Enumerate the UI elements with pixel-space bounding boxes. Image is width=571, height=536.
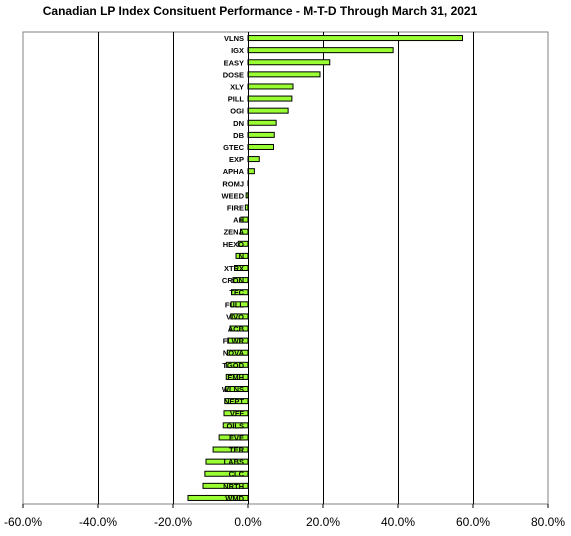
category-label: EASY [224,58,244,67]
x-tick-label: 20.0% [306,515,340,529]
bar [247,119,277,126]
bar [247,59,331,66]
category-label: WMD [225,494,244,503]
category-label: ROMJ [222,179,244,188]
category-label: CLC [229,470,245,479]
x-tick-label: 40.0% [381,515,415,529]
category-label: XLY [230,82,244,91]
category-label: LABS [224,458,244,467]
category-label: CRON [222,276,244,285]
category-label: EXP [229,155,244,164]
category-label: TGOD [222,361,244,370]
category-label: VIVO [226,312,244,321]
x-tick-label: -40.0% [79,515,117,529]
category-label: AH [233,216,244,225]
category-label: FLWR [223,337,245,346]
category-label: NOVA [223,349,245,358]
category-label: DB [233,131,244,140]
bar [247,131,275,138]
x-tick-label: -20.0% [154,515,192,529]
category-label: EMH [227,373,244,382]
category-label: WEED [222,191,245,200]
bar [247,47,394,54]
bar [247,156,260,163]
bar [247,95,293,102]
category-label: XTRX [224,264,244,273]
category-label: WLNS [222,385,244,394]
category-label: VLNS [224,34,244,43]
category-label: IGX [231,46,244,55]
category-label: N [239,252,244,261]
category-label: ACB [228,325,245,334]
category-label: FULL [225,300,245,309]
category-label: EVE [229,433,244,442]
x-tick-label: 80.0% [531,515,565,529]
category-label: ZENA [224,228,245,237]
bar [247,71,321,78]
bar [247,143,274,150]
category-label: NRTH [223,482,244,491]
bar [247,107,289,114]
category-label: APHA [223,167,245,176]
category-label: VFF [230,409,245,418]
category-label: NEPT [224,397,244,406]
bar [247,35,463,42]
category-label: TFC [229,288,244,297]
bar [247,83,294,90]
plot-area [22,31,549,505]
category-label: FIRE [227,203,244,212]
x-tick-label: 0.0% [234,515,262,529]
chart-title: Canadian LP Index Consituent Performance… [42,4,478,18]
bar [244,204,249,211]
category-label: OILS [226,421,244,430]
category-label: GTEC [223,143,244,152]
x-tick-label: 60.0% [456,515,490,529]
x-tick-label: -60.0% [4,515,42,529]
bar [245,192,249,199]
category-label: PILL [228,95,245,104]
category-label: DN [233,119,244,128]
category-label: DOSE [223,70,244,79]
category-label: HEXO [223,240,244,249]
category-label: OGI [230,107,244,116]
category-label: TER [229,446,245,455]
